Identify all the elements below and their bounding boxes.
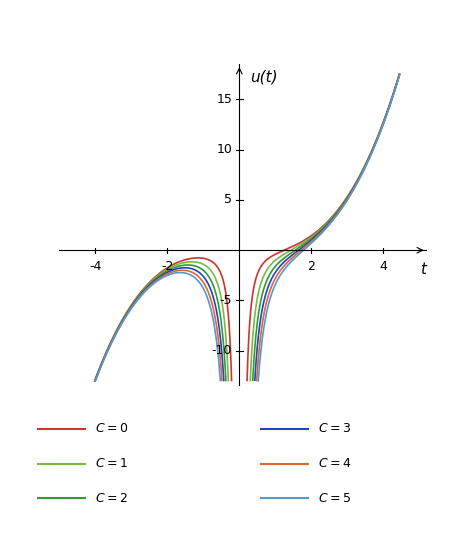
Text: $C = 2$: $C = 2$ — [95, 492, 128, 505]
Text: $C = 5$: $C = 5$ — [318, 492, 351, 505]
Text: 4: 4 — [380, 260, 387, 273]
Text: $C = 3$: $C = 3$ — [318, 422, 351, 435]
Text: -5: -5 — [219, 294, 232, 307]
Text: -4: -4 — [89, 260, 101, 273]
Text: -10: -10 — [212, 344, 232, 358]
Text: u(t): u(t) — [250, 69, 278, 84]
Text: $C = 1$: $C = 1$ — [95, 457, 128, 470]
Text: t: t — [420, 262, 426, 277]
Text: -2: -2 — [161, 260, 173, 273]
Text: 5: 5 — [224, 193, 232, 206]
Text: 10: 10 — [216, 143, 232, 157]
Text: 15: 15 — [216, 93, 232, 106]
Text: 2: 2 — [308, 260, 315, 273]
Text: $C = 0$: $C = 0$ — [95, 422, 128, 435]
Text: $C = 4$: $C = 4$ — [318, 457, 351, 470]
